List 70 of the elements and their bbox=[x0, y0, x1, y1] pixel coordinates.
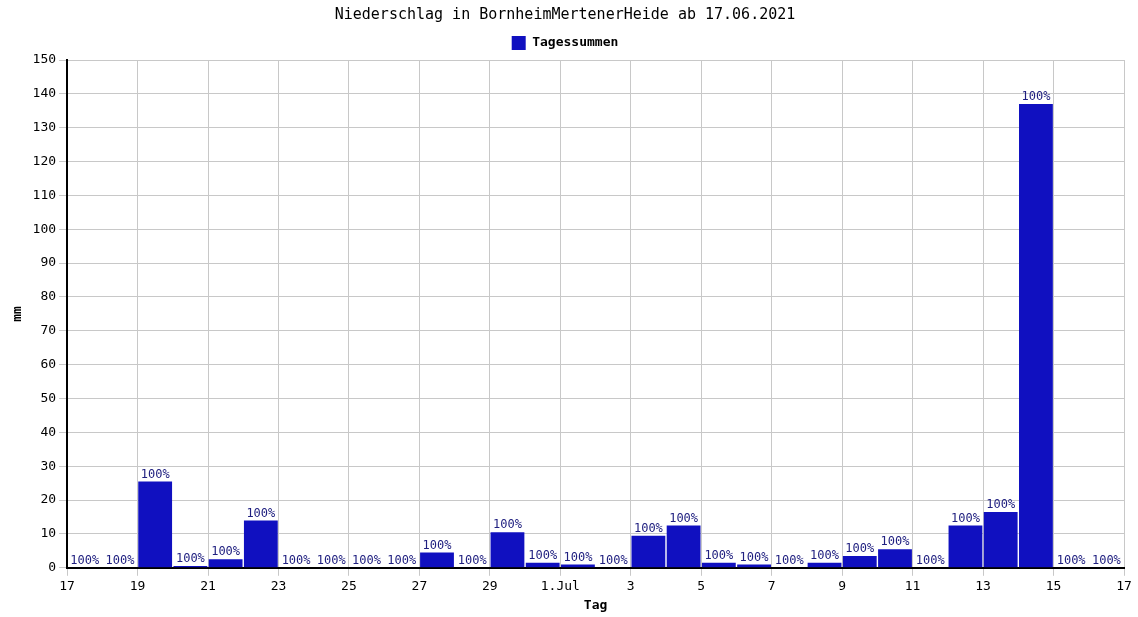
annotation: 100% bbox=[915, 552, 946, 567]
y-tick-label: 60 bbox=[40, 356, 57, 372]
x-tick-label: 1.Jul bbox=[540, 577, 580, 593]
annotation: 100% bbox=[598, 552, 629, 567]
x-tick-label: 13 bbox=[975, 577, 991, 593]
annotation: 100% bbox=[493, 517, 523, 532]
legend-label: Tagessummen bbox=[532, 34, 619, 50]
x-tick-label: 17 bbox=[1116, 577, 1132, 593]
y-tick-label: 110 bbox=[32, 186, 57, 202]
annotation: 100% bbox=[563, 549, 594, 564]
annotation: 100% bbox=[1091, 552, 1122, 567]
x-tick-label: 3 bbox=[626, 577, 635, 593]
annotation: 100% bbox=[316, 552, 347, 567]
y-tick-label: 40 bbox=[40, 423, 57, 439]
annotation: 100% bbox=[669, 510, 699, 525]
x-tick-label: 5 bbox=[697, 577, 706, 593]
y-tick-label: 150 bbox=[32, 51, 57, 67]
x-tick-label: 29 bbox=[482, 577, 498, 593]
y-tick-label: 50 bbox=[40, 389, 57, 405]
y-tick-label: 140 bbox=[32, 85, 57, 101]
annotation: 100% bbox=[704, 547, 735, 562]
y-tick-label: 10 bbox=[40, 525, 57, 541]
y-tick-label: 120 bbox=[32, 152, 57, 168]
y-axis-title: mm bbox=[9, 305, 25, 322]
annotation: 100% bbox=[633, 520, 664, 535]
x-tick-label: 19 bbox=[129, 577, 146, 593]
x-tick-label: 23 bbox=[270, 577, 287, 593]
y-tick-label: 130 bbox=[32, 119, 57, 135]
annotation: 100% bbox=[739, 549, 770, 564]
x-tick-label: 7 bbox=[767, 577, 776, 593]
annotation: 100% bbox=[422, 537, 453, 552]
x-tick-label: 17 bbox=[59, 577, 75, 593]
annotation: 100% bbox=[140, 466, 171, 481]
y-tick-label: 20 bbox=[40, 491, 57, 507]
annotation: 100% bbox=[810, 547, 840, 562]
y-tick-label: 30 bbox=[40, 457, 57, 473]
annotation: 100% bbox=[951, 510, 981, 525]
annotation: 100% bbox=[387, 552, 417, 567]
annotation: 100% bbox=[457, 552, 488, 567]
annotation: 100% bbox=[105, 552, 136, 567]
x-tick-label: 9 bbox=[838, 577, 847, 593]
annotation: 100% bbox=[845, 541, 875, 556]
annotation: 100% bbox=[1056, 552, 1087, 567]
annotation: 100% bbox=[774, 552, 805, 567]
annotation: 100% bbox=[986, 497, 1016, 512]
annotation: 100% bbox=[352, 552, 382, 567]
annotation: 100% bbox=[1021, 89, 1052, 104]
x-tick-label: 25 bbox=[341, 577, 357, 593]
y-tick-label: 0 bbox=[48, 559, 57, 575]
y-tick-label: 100 bbox=[32, 220, 57, 236]
bar bbox=[490, 532, 525, 568]
annotation: 100% bbox=[281, 552, 312, 567]
bar bbox=[631, 535, 666, 568]
x-tick-label: 11 bbox=[904, 577, 921, 593]
y-tick-label: 90 bbox=[40, 254, 57, 270]
x-tick-label: 21 bbox=[200, 577, 216, 593]
annotation: 100% bbox=[528, 547, 558, 562]
annotation: 100% bbox=[70, 552, 100, 567]
y-tick-label: 80 bbox=[40, 288, 57, 304]
x-tick-label: 27 bbox=[411, 577, 428, 593]
annotation: 100% bbox=[175, 551, 206, 566]
y-tick-label: 70 bbox=[40, 322, 57, 338]
annotation: 100% bbox=[246, 505, 277, 520]
bar bbox=[948, 525, 983, 568]
x-axis-title: Tag bbox=[583, 596, 608, 612]
bar bbox=[420, 552, 454, 568]
annotation: 100% bbox=[880, 534, 911, 549]
chart-title: Niederschlag in BornheimMertenerHeide ab 17.06.2021 bbox=[334, 4, 796, 23]
x-tick-label: 15 bbox=[1045, 577, 1062, 593]
annotation: 100% bbox=[211, 544, 241, 559]
